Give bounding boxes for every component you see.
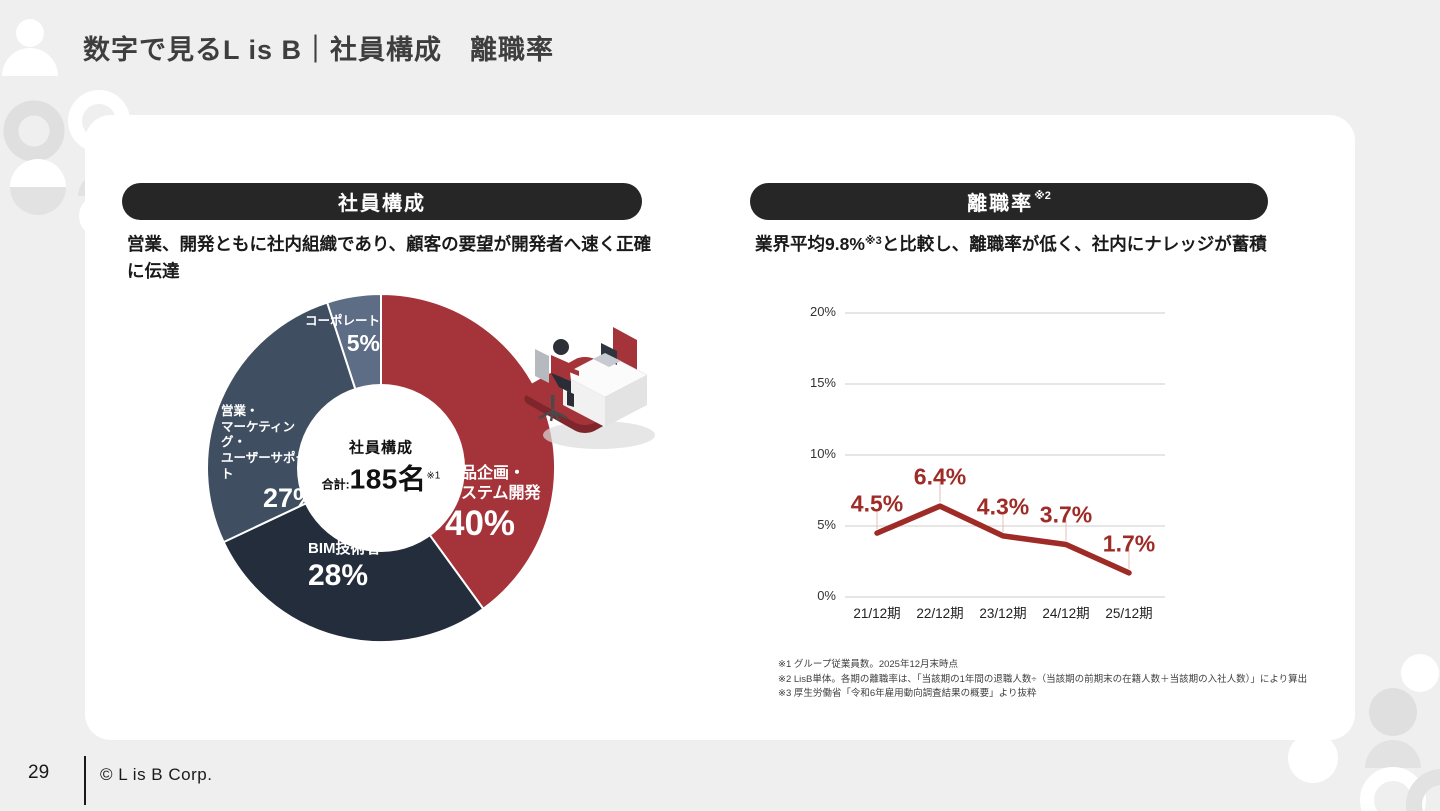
employee-composition-description: 営業、開発ともに社内組織であり、顧客の要望が開発者へ速く正確に伝達 <box>127 234 652 282</box>
page-number: 29 <box>28 762 50 783</box>
turnover-rate-line <box>874 503 1132 576</box>
pie-value: 28% <box>308 558 369 592</box>
y-axis-tick-label: 5% <box>817 517 836 532</box>
pie-label-line: システム開発 <box>445 485 541 502</box>
total-headcount: 185名 <box>349 463 427 495</box>
y-axis-tick-label: 10% <box>809 446 836 461</box>
pie-value: 40% <box>445 504 516 543</box>
footnote-mark: ※3 <box>864 235 882 247</box>
x-axis-tick-label: 21/12期 <box>853 606 901 621</box>
x-axis-tick-label: 24/12期 <box>1042 606 1090 621</box>
pie-label-line: BIM技術者 <box>308 540 381 557</box>
content-card: 社員構成 営業、開発ともに社内組織であり、顧客の要望が開発者へ速く正確に伝達 商… <box>85 115 1355 740</box>
footnote-mark: ※2 <box>1034 190 1051 202</box>
footnote-3: ※3 厚生労働省「令和6年雇用動向調査結果の概要」より抜粋 <box>778 688 1037 700</box>
turnover-description-text: と比較し、離職率が低く、社内にナレッジが蓄積 <box>881 234 1267 254</box>
footnotes: ※1 グループ従業員数。2025年12月末時点 ※2 LisB単体。各期の離職率… <box>778 658 1433 702</box>
turnover-description: 業界平均9.8%※3と比較し、離職率が低く、社内にナレッジが蓄積 <box>755 231 1315 258</box>
section-header-employee-composition: 社員構成 <box>122 183 642 220</box>
pie-label-line: 営業・ <box>221 404 259 418</box>
pie-value: 5% <box>346 329 380 356</box>
pie-slice-1 <box>222 466 485 644</box>
seated-person <box>535 339 579 422</box>
section-header-turnover-rate: 離職率 ※2 <box>750 183 1268 220</box>
page-title: 数字で見るL is B｜社員構成 離職率 <box>83 35 555 65</box>
person-at-desk-illustration <box>524 327 655 449</box>
section-header-label: 社員構成 <box>338 193 426 215</box>
section-header-label: 離職率 <box>967 193 1034 215</box>
pie-donut-hole <box>297 384 465 552</box>
data-point-value-label: 4.3% <box>976 493 1030 520</box>
data-point-value-label: 6.4% <box>913 463 967 490</box>
pie-label-line: 商品企画・ <box>445 465 526 482</box>
pie-svg <box>206 292 557 644</box>
x-axis-tick-label: 23/12期 <box>979 606 1027 621</box>
pie-center-total: 社員構成 合計:185名※1 <box>322 436 441 497</box>
turnover-rate-line-chart: 0% 5% 10% 15% 20% 4.5% 6.4% 4.3% 3.7% 1.7% 21/12期 2… <box>800 300 1180 635</box>
x-axis-tick-label: 25/12期 <box>1105 606 1153 621</box>
pie-label-line: マーケティング・ <box>221 419 296 450</box>
copyright: © L is B Corp. <box>100 765 213 784</box>
pie-label-product-dev: 商品企画・ システム開発 40% <box>445 464 557 544</box>
footer-divider <box>84 756 86 805</box>
line-chart-svg <box>845 312 1165 598</box>
footnote-2: ※2 LisB単体。各期の離職率は、「当該期の1年間の退職人数÷（当該期の前期末… <box>778 673 1308 685</box>
desk <box>562 327 648 427</box>
data-point-value-label: 1.7% <box>1102 530 1156 557</box>
footnote-1: ※1 グループ従業員数。2025年12月末時点 <box>778 659 959 670</box>
pie-label-sales-marketing-support: 営業・ マーケティング・ ユーザーサポート 27% <box>221 404 317 515</box>
y-axis-tick-label: 20% <box>809 304 836 319</box>
data-point-value-label: 4.5% <box>850 490 904 517</box>
footnote-mark: ※1 <box>426 470 441 482</box>
data-point-value-label: 3.7% <box>1039 501 1093 528</box>
y-axis-tick-label: 0% <box>817 588 836 603</box>
pie-center-title: 社員構成 <box>348 439 414 457</box>
pie-label-line: ユーザーサポート <box>221 450 309 481</box>
employee-composition-pie-chart: 商品企画・ システム開発 40% BIM技術者 28% 営業・ マーケティング・… <box>205 292 557 644</box>
pie-value: 27% <box>262 483 317 514</box>
pie-label-line: コーポレート <box>304 314 380 328</box>
x-axis-tick-label: 22/12期 <box>916 606 964 621</box>
total-prefix: 合計: <box>321 477 350 492</box>
pie-label-bim-engineers: BIM技術者 28% <box>308 540 381 593</box>
y-axis-tick-label: 15% <box>809 375 836 390</box>
pie-label-corporate: コーポレート 5% <box>245 314 380 356</box>
turnover-description-text: 業界平均9.8% <box>755 234 865 254</box>
